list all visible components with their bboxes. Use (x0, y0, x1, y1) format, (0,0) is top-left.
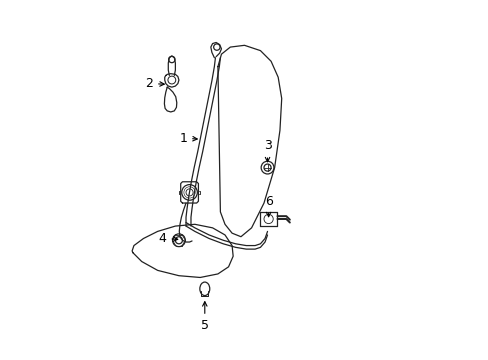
Text: 5: 5 (201, 302, 208, 332)
Text: 3: 3 (263, 139, 271, 162)
Text: 2: 2 (145, 77, 164, 90)
Text: 4: 4 (158, 232, 177, 245)
Text: 1: 1 (179, 132, 197, 145)
Text: 6: 6 (264, 195, 272, 217)
